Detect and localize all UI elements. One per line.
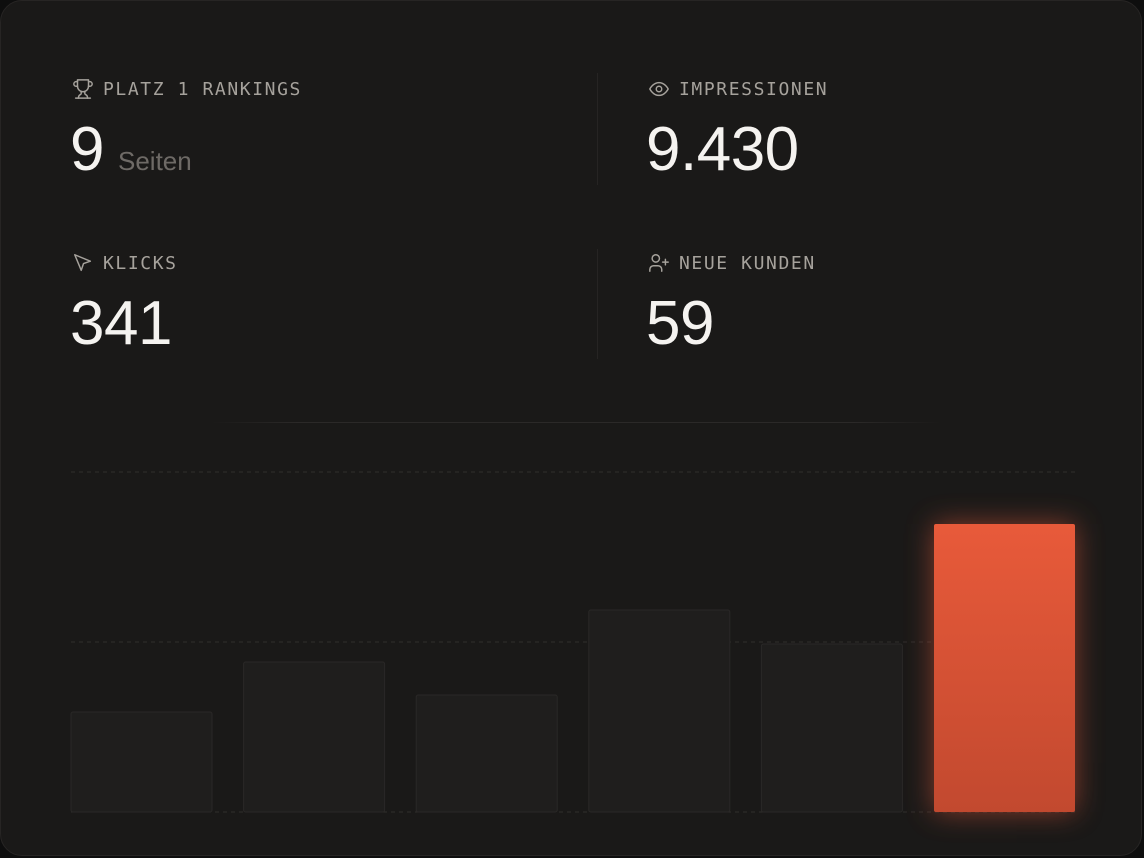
stat-clicks-label-row: KLICKS <box>72 252 178 274</box>
chart-bar <box>588 609 731 813</box>
stat-customers-value-row: 59 <box>646 288 714 360</box>
chart-bar-highlight <box>934 524 1075 812</box>
stat-impressions-value-row: 9.430 <box>646 114 799 186</box>
user-plus-icon <box>648 252 670 274</box>
stats-divider-vertical <box>597 249 598 359</box>
stat-rankings-label-row: PLATZ 1 RANKINGS <box>72 78 302 100</box>
stat-label-text: IMPRESSIONEN <box>679 78 829 100</box>
stat-label-text: NEUE KUNDEN <box>679 252 816 274</box>
stat-value: 341 <box>70 289 172 358</box>
chart-bar <box>415 694 558 813</box>
cursor-icon <box>72 252 94 274</box>
stat-value: 59 <box>646 289 714 358</box>
stat-unit: Seiten <box>117 146 192 176</box>
chart-bar <box>760 643 903 813</box>
chart-bar <box>70 711 213 813</box>
stat-rankings-value-row: 9 Seiten <box>70 114 192 197</box>
section-divider <box>211 422 941 423</box>
chart-bar <box>243 661 386 813</box>
stat-clicks-value-row: 341 <box>70 288 172 360</box>
stat-customers-label-row: NEUE KUNDEN <box>648 252 816 274</box>
trophy-icon <box>72 78 94 100</box>
stat-value: 9.430 <box>646 115 799 184</box>
stats-divider-vertical <box>597 73 598 185</box>
stat-value: 9 <box>70 115 104 184</box>
stat-impressions-label-row: IMPRESSIONEN <box>648 78 828 100</box>
stat-label-text: KLICKS <box>103 252 178 274</box>
eye-icon <box>648 78 670 100</box>
stat-label-text: PLATZ 1 RANKINGS <box>103 78 302 100</box>
